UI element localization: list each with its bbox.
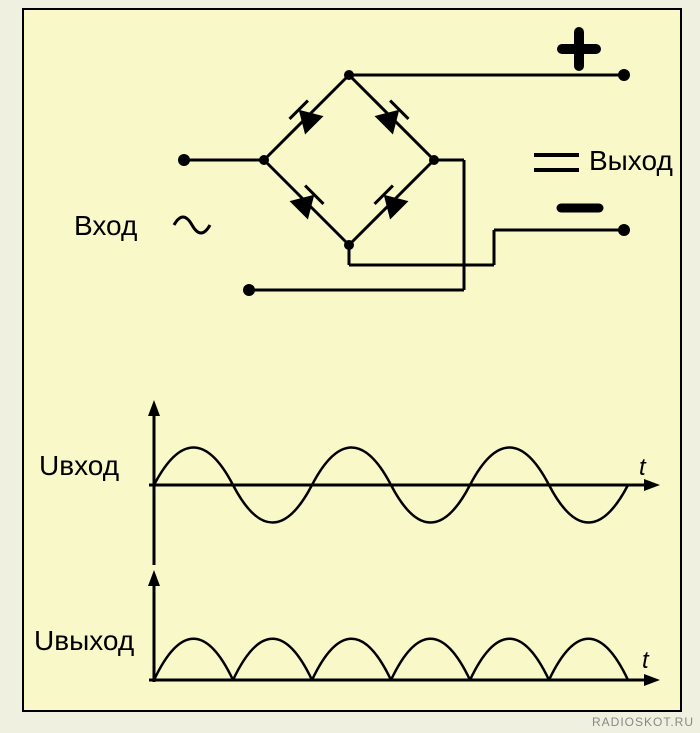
dc-symbol [534,155,579,170]
input-label: Вход [74,210,137,241]
output-label: Выход [589,145,673,176]
output-t-label: t [642,647,650,674]
output-plot [148,570,660,686]
input-plot [148,400,660,565]
nodes [178,69,630,296]
diodes [290,101,409,220]
ac-symbol [174,217,210,233]
diagram-panel: Вход Выход Uвход t [22,8,682,712]
plus-icon [562,32,596,66]
watermark: RADIOSKOT.RU [592,715,694,729]
input-t-label: t [639,454,647,481]
diagram-svg: Вход Выход Uвход t [24,10,680,710]
u-output-label: Uвыход [34,625,134,656]
u-input-label: Uвход [39,450,119,481]
bridge-rectifier [184,75,624,290]
page-background: Вход Выход Uвход t [0,0,700,733]
